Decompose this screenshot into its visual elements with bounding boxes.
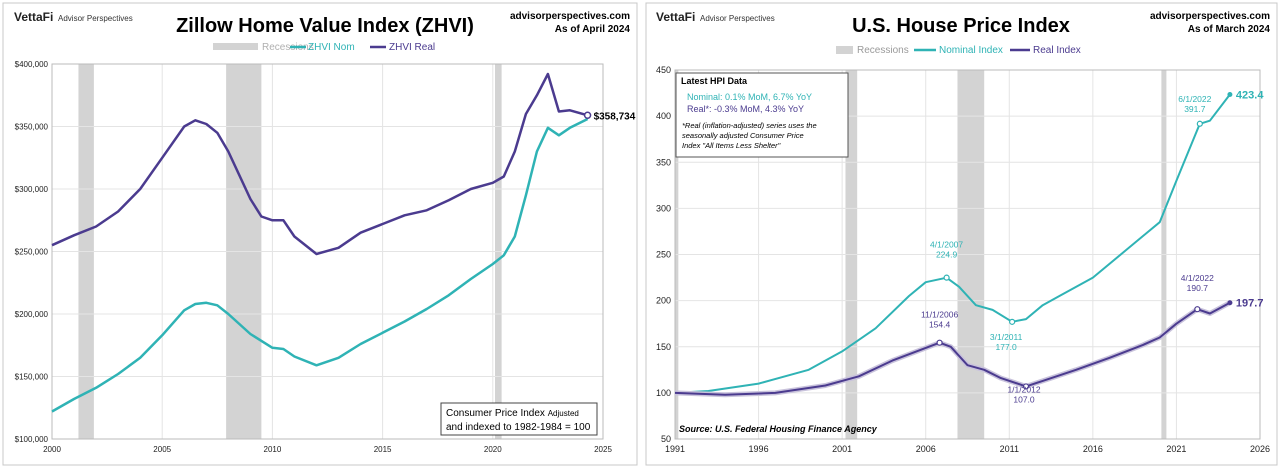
ch1-y-tick-label: 150 — [656, 342, 671, 352]
ch1-y-tick-label: 200 — [656, 296, 671, 306]
zhvi-chart: VettaFi Advisor Perspectives Zillow Home… — [2, 2, 638, 466]
hpi-legend-real-label: Real Index — [1033, 45, 1081, 56]
ch0-real-end-marker — [583, 111, 592, 119]
ch0-x-tick-label: 2015 — [374, 445, 392, 454]
ch1-annotation-marker — [943, 274, 950, 281]
zhvi-cpi-note-box — [440, 402, 598, 436]
ch0-y-tick-label: $150,000 — [15, 373, 49, 382]
ch1-y-tick-label: 350 — [656, 157, 671, 167]
ch1-real-end-label: 197.7 — [1236, 298, 1264, 310]
zhvi-title: Zillow Home Value Index (ZHVI) — [176, 15, 474, 37]
ch1-nominal-series-line — [674, 93, 1231, 394]
ch1-x-tick-label: 1996 — [749, 444, 769, 454]
ch1-annotation-marker — [1009, 318, 1016, 325]
ch1-real-series-line — [674, 301, 1231, 396]
ch1-x-tick-label: 1991 — [665, 444, 685, 454]
hpi-as-of: As of March 2024 — [1188, 24, 1271, 35]
ch1-annotation-date: 4/1/2022 — [1181, 273, 1214, 283]
ch0-x-tick-label: 2025 — [594, 445, 612, 454]
ch0-nominal-series-line — [51, 117, 589, 413]
hpi-info-box — [675, 72, 849, 158]
zhvi-cpi-note-line1: Consumer Price Index Adjusted — [446, 408, 579, 419]
ch1-y-tick-label: 250 — [656, 250, 671, 260]
ch1-annotation-value: 190.7 — [1187, 283, 1209, 293]
hpi-panel: VettaFi Advisor Perspectives U.S. House … — [640, 0, 1280, 469]
ch0-x-tick-label: 2005 — [153, 445, 171, 454]
zhvi-frame — [2, 2, 638, 466]
ch0-x-tick-label: 2020 — [484, 445, 502, 454]
ch1-x-tick-label: 2026 — [1250, 444, 1270, 454]
ch1-annotation-value: 154.4 — [929, 320, 951, 330]
ch0-y-tick-label: $300,000 — [15, 185, 49, 194]
hpi-title: U.S. House Price Index — [852, 15, 1070, 37]
zhvi-cpi-note-line2: and indexed to 1982-1984 = 100 — [446, 422, 591, 433]
ch1-y-tick-label: 300 — [656, 203, 671, 213]
ch1-x-tick-label: 2006 — [916, 444, 936, 454]
ch0-x-tick-label: 2010 — [264, 445, 282, 454]
hpi-info-real: Real*: -0.3% MoM, 4.3% YoY — [687, 104, 804, 114]
zhvi-legend-nom-label: ZHVI Nom — [308, 42, 355, 53]
ch1-y-tick-label: 100 — [656, 388, 671, 398]
zhvi-brand-sub: Advisor Perspectives — [58, 14, 133, 23]
zhvi-panel: VettaFi Advisor Perspectives Zillow Home… — [0, 0, 640, 469]
ch1-annotation-date: 4/1/2007 — [930, 240, 963, 250]
ch1-annotation-date: 6/1/2022 — [1178, 94, 1211, 104]
ch1-annotation-date: 11/1/2006 — [921, 310, 958, 320]
ch1-annotation-date: 3/1/2011 — [990, 332, 1023, 342]
ch0-real-end-label: $358,734 — [594, 111, 636, 122]
hpi-legend-nom-label: Nominal Index — [939, 45, 1003, 56]
ch0-x-tick-label: 2000 — [43, 445, 61, 454]
ch0-y-tick-label: $100,000 — [15, 435, 49, 444]
ch0-y-tick-label: $350,000 — [15, 123, 49, 132]
zhvi-legend-recession-label: Recessions — [262, 42, 314, 53]
ch1-y-tick-label: 50 — [661, 434, 671, 444]
ch0-real-series-line — [51, 72, 588, 256]
ch0-y-tick-label: $250,000 — [15, 248, 49, 257]
zhvi-as-of: As of April 2024 — [555, 24, 631, 35]
hpi-brand: VettaFi — [656, 10, 695, 24]
ch1-real-end-marker — [1227, 300, 1233, 306]
zhvi-site: advisorperspectives.com — [510, 11, 630, 22]
ch0-y-tick-label: $400,000 — [15, 60, 49, 69]
ch1-x-tick-label: 2001 — [832, 444, 852, 454]
ch1-annotation-marker — [1196, 120, 1203, 127]
ch1-annotation-marker — [1194, 306, 1201, 313]
hpi-info-foot1: *Real (inflation-adjusted) series uses t… — [682, 121, 817, 130]
zhvi-brand: VettaFi — [14, 10, 53, 24]
hpi-info-foot2: seasonally adjusted Consumer Price — [682, 131, 804, 140]
ch1-annotation-value: 391.7 — [1184, 104, 1206, 114]
zhvi-legend-recession-swatch — [213, 43, 258, 50]
ch1-x-tick-label: 2021 — [1166, 444, 1186, 454]
ch1-y-tick-label: 450 — [656, 65, 671, 75]
ch1-x-tick-label: 2011 — [1000, 444, 1019, 454]
hpi-info-title: Latest HPI Data — [681, 76, 748, 86]
ch1-annotation-value: 224.9 — [936, 250, 958, 260]
hpi-source: Source: U.S. Federal Housing Finance Age… — [679, 424, 878, 434]
ch0-y-tick-label: $200,000 — [15, 310, 49, 319]
hpi-legend-recession-swatch — [836, 46, 853, 54]
hpi-site: advisorperspectives.com — [1150, 11, 1270, 22]
ch0-plot-border — [51, 63, 604, 440]
ch1-y-tick-label: 400 — [656, 111, 671, 121]
hpi-info-foot3: Index "All Items Less Shelter" — [682, 141, 781, 150]
ch1-plot-border — [674, 69, 1261, 440]
hpi-legend-recession-label: Recessions — [857, 45, 909, 56]
ch1-nominal-end-marker — [1227, 92, 1233, 98]
hpi-info-nominal: Nominal: 0.1% MoM, 6.7% YoY — [687, 92, 812, 102]
zhvi-legend-real-label: ZHVI Real — [389, 42, 435, 53]
ch1-annotation-date: 1/1/2012 — [1007, 384, 1040, 394]
ch1-annotation-value: 107.0 — [1013, 394, 1035, 404]
hpi-chart: VettaFi Advisor Perspectives U.S. House … — [645, 2, 1278, 466]
ch1-annotation-marker — [1022, 383, 1030, 390]
ch1-annotation-marker — [936, 339, 943, 346]
hpi-brand-sub: Advisor Perspectives — [700, 14, 775, 23]
ch1-nominal-end-label: 423.4 — [1236, 90, 1264, 102]
ch1-annotation-value: 177.0 — [995, 342, 1017, 352]
ch1-x-tick-label: 2016 — [1083, 444, 1103, 454]
